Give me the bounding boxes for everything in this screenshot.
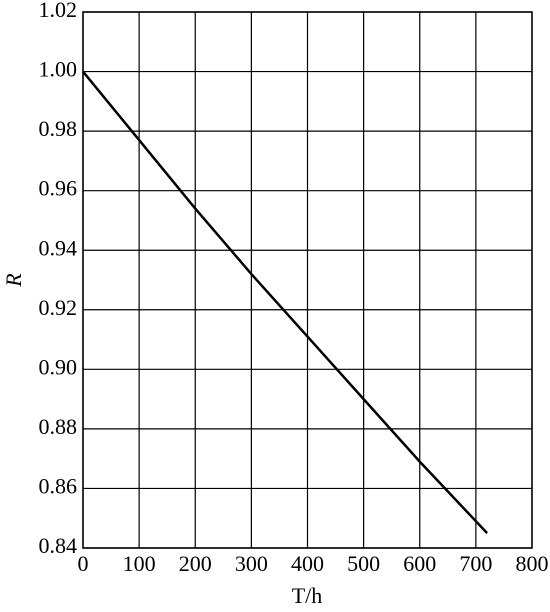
y-tick-label: 0.98 xyxy=(39,116,78,141)
y-tick-label: 0.88 xyxy=(39,414,78,439)
y-tick-label: 1.02 xyxy=(39,0,78,22)
y-tick-label: 0.96 xyxy=(39,176,78,201)
y-tick-label: 0.94 xyxy=(39,235,78,260)
y-tick-label: 1.00 xyxy=(39,57,78,82)
x-tick-label: 700 xyxy=(459,551,492,576)
x-tick-label: 500 xyxy=(347,551,380,576)
data-line xyxy=(82,70,489,534)
y-tick-label: 0.86 xyxy=(39,473,78,498)
y-tick-label: 0.84 xyxy=(39,533,78,558)
x-tick-label: 0 xyxy=(78,551,89,576)
x-tick-label: 600 xyxy=(403,551,436,576)
x-tick-label: 400 xyxy=(291,551,324,576)
y-tick-label: 0.90 xyxy=(39,354,78,379)
x-tick-label: 100 xyxy=(123,551,156,576)
plot-frame xyxy=(82,11,533,549)
x-tick-label: 200 xyxy=(179,551,212,576)
y-tick-label: 0.92 xyxy=(39,295,78,320)
y-axis-label: R xyxy=(1,273,26,288)
x-axis-label: T/h xyxy=(292,583,323,608)
x-tick-label: 800 xyxy=(516,551,549,576)
x-tick-label: 300 xyxy=(235,551,268,576)
